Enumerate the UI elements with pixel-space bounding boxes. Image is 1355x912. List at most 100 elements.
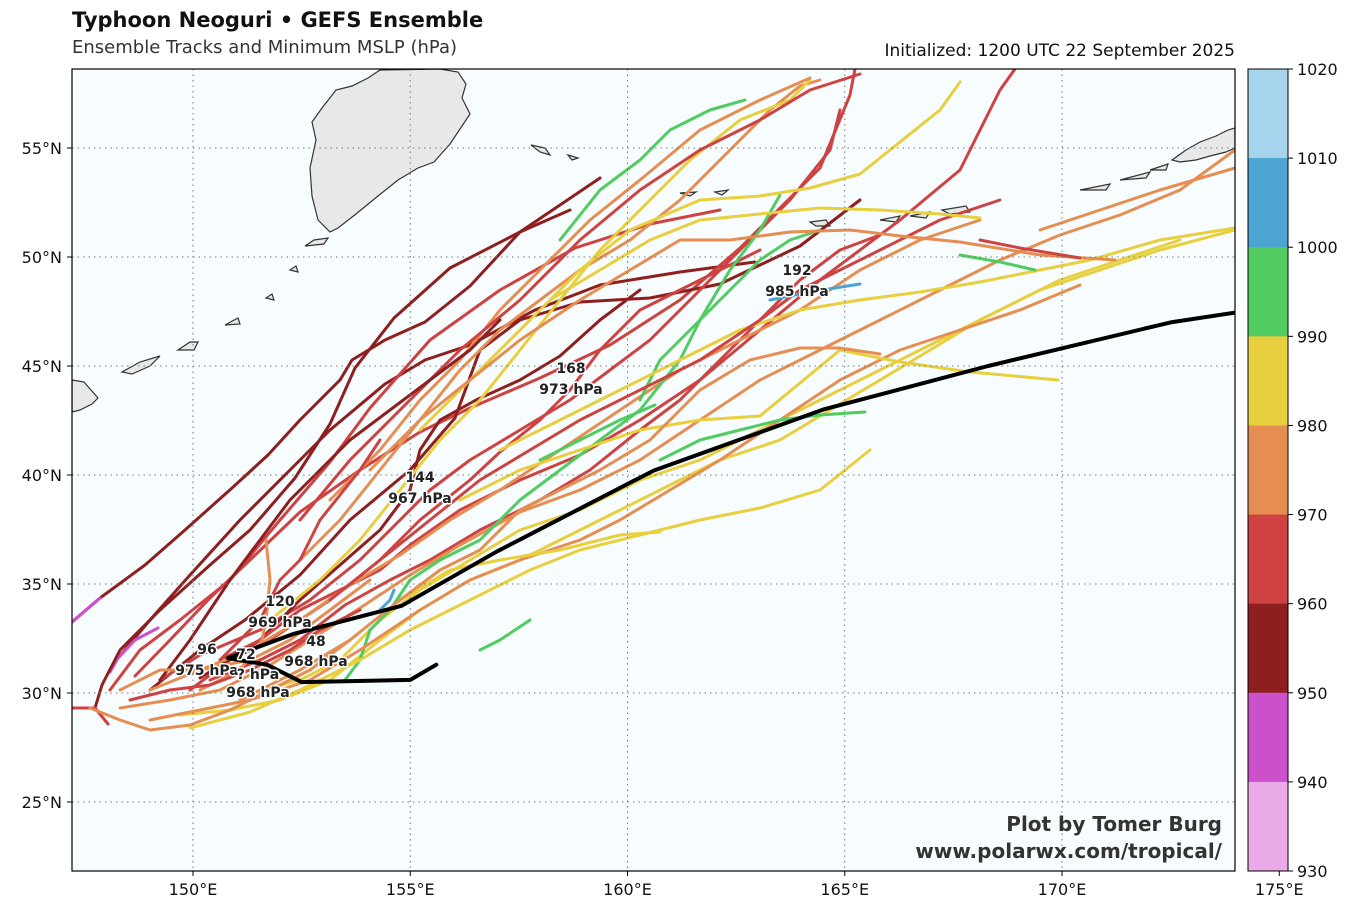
colorbar-tick-label: 970 xyxy=(1297,506,1328,525)
label-48-mslp: 968 hPa xyxy=(284,654,347,670)
map-subtitle: Ensemble Tracks and Minimum MSLP (hPa) xyxy=(72,37,458,58)
gridlines xyxy=(72,69,1235,871)
ensemble-member-track xyxy=(93,208,572,710)
ensemble-member-track xyxy=(768,282,862,302)
lon-tick-label: 170°E xyxy=(1038,880,1087,899)
colorbar-tick-label: 1010 xyxy=(1297,149,1338,168)
colorbar-bin xyxy=(1248,69,1288,159)
ensemble-member-track xyxy=(188,448,872,730)
colorbar-bin xyxy=(1248,425,1288,516)
colorbar-bin xyxy=(1248,692,1288,783)
colorbar-tick-label: 980 xyxy=(1297,416,1328,435)
ensemble-member-track xyxy=(638,228,822,402)
ensemble-member-track xyxy=(208,198,1002,682)
colorbar-bin xyxy=(1248,247,1288,337)
ensemble-member-track xyxy=(478,618,532,652)
colorbar-frame xyxy=(1247,68,1289,872)
ensemble-member-track xyxy=(72,706,110,726)
ensemble-member-track xyxy=(538,403,657,462)
land-masses xyxy=(72,69,1235,413)
map-title: Typhoon Neoguri • GEFS Ensemble xyxy=(72,8,484,32)
lat-tick-label: 50°N xyxy=(22,248,62,267)
kamchatka-land xyxy=(309,69,471,233)
ensemble-member-track xyxy=(198,538,272,692)
lat-tick-label: 30°N xyxy=(22,684,62,703)
ensemble-member-track xyxy=(328,233,882,602)
label-96-hour: 96 xyxy=(197,642,216,658)
ensemble-member-track xyxy=(548,206,982,302)
colorbar-tick-label: 990 xyxy=(1297,327,1328,346)
colorbar-bin xyxy=(1248,514,1288,605)
lat-tick-label: 45°N xyxy=(22,357,62,376)
ensemble-member-track xyxy=(1038,166,1235,232)
label-144-hour: 144 xyxy=(405,470,434,486)
ensemble-member-track xyxy=(658,410,867,462)
lat-tick-label: 35°N xyxy=(22,575,62,594)
colorbar-bin xyxy=(1248,781,1288,872)
mean-track-labels: 48 968 hPa 72 968 hPa 96 975 hPa ? hPa 1… xyxy=(174,262,830,703)
alaska-land xyxy=(1170,127,1235,163)
ensemble-member-track xyxy=(72,176,602,624)
ensemble-tracks xyxy=(72,69,1235,732)
colorbar-tick-label: 960 xyxy=(1297,595,1328,614)
longitude-ticks: 145°E150°E155°E160°E165°E170°E175°E180°E… xyxy=(0,871,1304,899)
label-192-mslp: 985 hPa xyxy=(765,284,828,300)
ensemble-mean-track xyxy=(225,310,1235,685)
label-144-mslp: 967 hPa xyxy=(388,491,451,507)
colorbar-bin xyxy=(1248,336,1288,426)
ensemble-member-track xyxy=(418,80,962,432)
ensemble-member-track xyxy=(458,348,1060,502)
ensemble-member-track xyxy=(328,76,812,502)
label-120-hour: 120 xyxy=(265,594,294,610)
label-48-hour: 48 xyxy=(306,634,325,650)
ensemble-member-track xyxy=(398,530,662,602)
ensemble-member-track xyxy=(116,260,757,660)
label-72-mslp: 968 hPa xyxy=(226,685,289,701)
label-72-hour: 72 xyxy=(236,647,255,663)
ensemble-member-track xyxy=(958,253,1037,272)
ensemble-member-track xyxy=(108,626,160,674)
ensemble-member-track xyxy=(298,72,862,522)
ensemble-member-track xyxy=(978,238,1082,260)
label-168-hour: 168 xyxy=(556,361,585,377)
label-168-mslp: 973 hPa xyxy=(539,382,602,398)
lon-tick-label: 150°E xyxy=(169,880,218,899)
ensemble-member-track xyxy=(108,208,722,692)
lon-tick-label: 175°E xyxy=(1255,880,1304,899)
ensemble-member-track xyxy=(72,596,102,624)
ensemble-member-track xyxy=(88,638,352,732)
ensemble-member-track xyxy=(498,226,1235,452)
ensemble-member-track xyxy=(158,318,502,682)
hokkaido-land xyxy=(72,379,99,413)
colorbar-tick-label: 930 xyxy=(1297,862,1328,881)
label-96-mslp: 975 hPa xyxy=(175,663,238,679)
lat-tick-label: 40°N xyxy=(22,466,62,485)
label-120-mslp: 969 hPa xyxy=(248,615,311,631)
lat-tick-label: 55°N xyxy=(22,139,62,158)
credit-author: Plot by Tomer Burg xyxy=(1006,812,1222,836)
mslp-colorbar: 1020 1010 1000 990 980 970 960 950 940 930 xyxy=(1247,60,1338,881)
colorbar-tick-label: 1000 xyxy=(1297,238,1338,257)
lon-tick-label: 160°E xyxy=(603,880,652,899)
ensemble-member-track xyxy=(343,193,782,682)
ensemble-member-track xyxy=(368,228,1117,472)
ensemble-member-track xyxy=(218,438,382,662)
colorbar-tick-label: 940 xyxy=(1297,773,1328,792)
ensemble-member-track xyxy=(128,608,362,702)
ensemble-member-track xyxy=(238,346,882,702)
ensemble-member-track xyxy=(558,98,747,242)
colorbar-tick-label: 950 xyxy=(1297,684,1328,703)
ensemble-member-track xyxy=(378,588,396,612)
ensemble-member-track xyxy=(198,288,642,680)
label-extra-mslp: ? hPa xyxy=(237,667,279,683)
island-chains xyxy=(120,144,1169,375)
lat-tick-label: 25°N xyxy=(22,793,62,812)
lon-tick-label: 165°E xyxy=(820,880,869,899)
init-time-label: Initialized: 1200 UTC 22 September 2025 xyxy=(884,41,1235,61)
latitude-ticks: 25°N 30°N 35°N 40°N 45°N 50°N 55°N xyxy=(22,139,72,812)
colorbar-tick-label: 1020 xyxy=(1297,60,1338,79)
credit-url: www.polarwx.com/tropical/ xyxy=(915,839,1222,863)
label-192-hour: 192 xyxy=(782,263,811,279)
colorbar-bin xyxy=(1248,158,1288,248)
